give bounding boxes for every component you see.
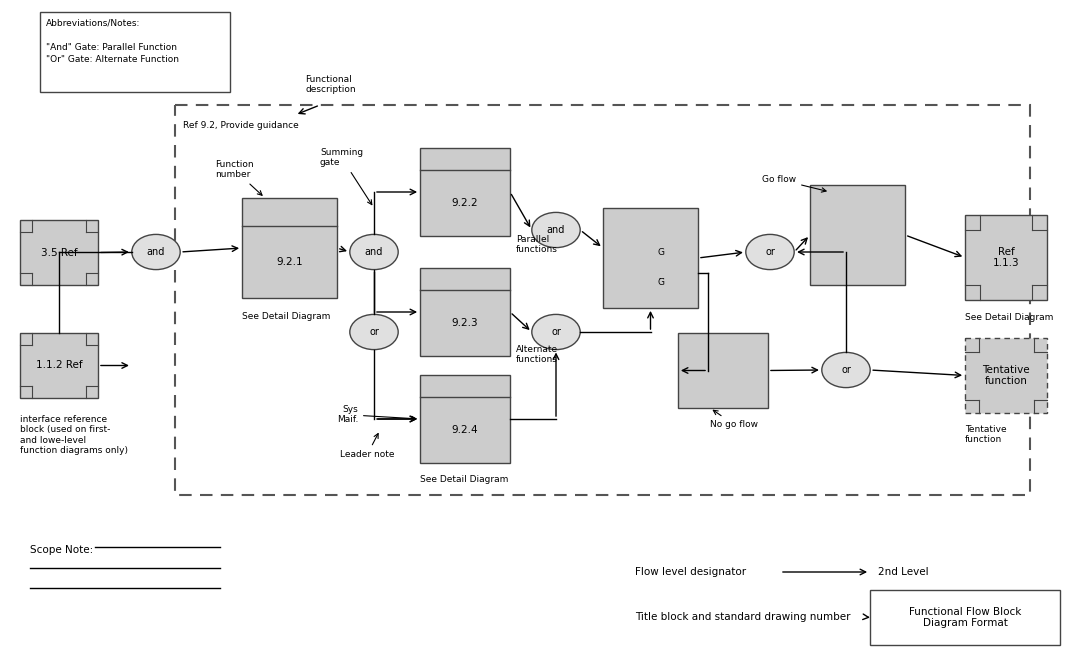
Ellipse shape xyxy=(350,234,399,270)
Bar xyxy=(21,333,98,398)
Text: Scope Note:: Scope Note: xyxy=(30,545,93,555)
Text: No go flow: No go flow xyxy=(710,410,758,429)
Text: 1.1.2 Ref: 1.1.2 Ref xyxy=(36,361,82,370)
Text: 9.2.2: 9.2.2 xyxy=(451,198,478,208)
Text: Tentative
function: Tentative function xyxy=(982,365,1030,386)
Text: Functional
description: Functional description xyxy=(305,75,355,94)
Bar xyxy=(966,338,1047,413)
Text: See Detail Diagram: See Detail Diagram xyxy=(420,475,509,484)
Bar xyxy=(175,105,1030,495)
Text: or: or xyxy=(369,327,379,337)
Bar xyxy=(603,208,698,308)
Text: Abbreviations/Notes:

"And" Gate: Parallel Function
"Or" Gate: Alternate Functio: Abbreviations/Notes: "And" Gate: Paralle… xyxy=(46,18,179,64)
Bar xyxy=(678,333,768,408)
Text: and: and xyxy=(365,247,383,257)
Text: Alternate
functions: Alternate functions xyxy=(516,345,558,365)
Bar xyxy=(420,268,510,356)
Bar xyxy=(810,185,905,285)
Text: interface reference
block (used on first-
and lowe-level
function diagrams only): interface reference block (used on first… xyxy=(21,415,129,455)
Ellipse shape xyxy=(132,234,180,270)
Ellipse shape xyxy=(531,314,580,350)
Bar xyxy=(420,375,510,463)
Bar xyxy=(870,590,1059,645)
Text: 2nd Level: 2nd Level xyxy=(878,567,929,577)
Text: 9.2.1: 9.2.1 xyxy=(276,257,302,267)
Text: or: or xyxy=(841,365,851,375)
Bar xyxy=(420,148,510,236)
Text: Ref
1.1.3: Ref 1.1.3 xyxy=(993,247,1020,268)
Text: or: or xyxy=(551,327,561,337)
Text: Ref 9.2, Provide guidance: Ref 9.2, Provide guidance xyxy=(183,121,299,130)
Text: Parallel
functions: Parallel functions xyxy=(516,235,558,255)
Text: Title block and standard drawing number: Title block and standard drawing number xyxy=(635,612,851,622)
Text: Sys
Maif.: Sys Maif. xyxy=(337,405,416,424)
Text: and: and xyxy=(147,247,165,257)
Text: 9.2.3: 9.2.3 xyxy=(451,318,478,328)
Text: and: and xyxy=(546,225,565,235)
Bar xyxy=(966,215,1047,300)
Ellipse shape xyxy=(531,212,580,247)
Text: G̅: G̅ xyxy=(658,278,665,287)
Ellipse shape xyxy=(350,314,399,350)
Bar xyxy=(21,220,98,285)
Ellipse shape xyxy=(822,352,870,387)
Ellipse shape xyxy=(746,234,794,270)
Text: Summing
gate: Summing gate xyxy=(320,148,372,204)
Text: Tentative
function: Tentative function xyxy=(966,425,1007,445)
Text: 9.2.4: 9.2.4 xyxy=(451,425,478,435)
Text: See Detail Diagram: See Detail Diagram xyxy=(966,313,1053,322)
Bar xyxy=(242,198,337,298)
Text: G: G xyxy=(658,248,665,257)
Bar xyxy=(40,12,230,92)
Text: Functional Flow Block
Diagram Format: Functional Flow Block Diagram Format xyxy=(908,607,1022,628)
Text: 3.5 Ref: 3.5 Ref xyxy=(41,247,78,258)
Text: See Detail Diagram: See Detail Diagram xyxy=(242,312,330,321)
Text: Function
number: Function number xyxy=(215,160,262,195)
Text: Flow level designator: Flow level designator xyxy=(635,567,746,577)
Text: or: or xyxy=(765,247,775,257)
Text: Leader note: Leader note xyxy=(340,434,394,459)
Text: Go flow: Go flow xyxy=(762,175,826,192)
